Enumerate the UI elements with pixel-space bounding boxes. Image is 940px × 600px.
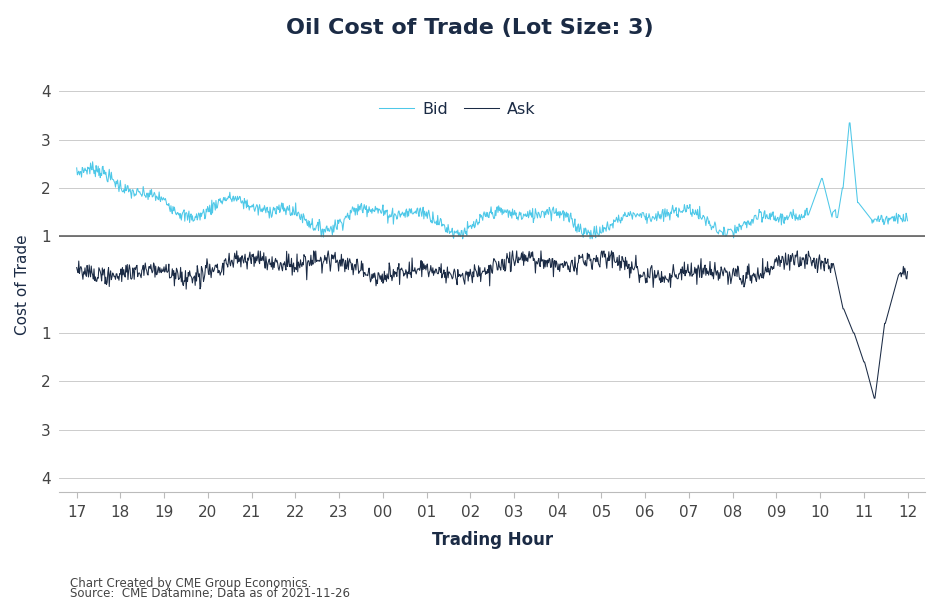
- Text: Oil Cost of Trade (Lot Size: 3): Oil Cost of Trade (Lot Size: 3): [286, 18, 654, 38]
- Bid: [181, 210, 193, 217]
- Ask: [525, 249, 537, 256]
- Ask: [432, 270, 444, 277]
- Text: Chart Created by CME Group Economics.: Chart Created by CME Group Economics.: [70, 577, 312, 590]
- Ask: [901, 268, 913, 275]
- Bid: [509, 211, 520, 218]
- Bid: [901, 217, 913, 224]
- Bid: [71, 164, 83, 172]
- Bid: [457, 235, 468, 242]
- Ask: [181, 274, 193, 281]
- Bid: [844, 119, 855, 127]
- Ask: [71, 264, 83, 271]
- Ask: [211, 264, 222, 271]
- Text: Source:  CME Datamine; Data as of 2021-11-26: Source: CME Datamine; Data as of 2021-11…: [70, 587, 351, 600]
- X-axis label: Trading Hour: Trading Hour: [431, 531, 553, 549]
- Bid: [525, 209, 537, 217]
- Bid: [431, 221, 443, 229]
- Ask: [869, 395, 880, 402]
- Bid: [351, 206, 362, 213]
- Bid: [211, 205, 222, 212]
- Legend: Bid, Ask: Bid, Ask: [373, 95, 542, 123]
- Ask: [509, 257, 520, 265]
- Ask: [253, 247, 264, 254]
- Line: Bid: Bid: [77, 123, 907, 239]
- Line: Ask: Ask: [77, 251, 907, 398]
- Y-axis label: Cost of Trade: Cost of Trade: [15, 235, 30, 335]
- Ask: [352, 256, 363, 263]
